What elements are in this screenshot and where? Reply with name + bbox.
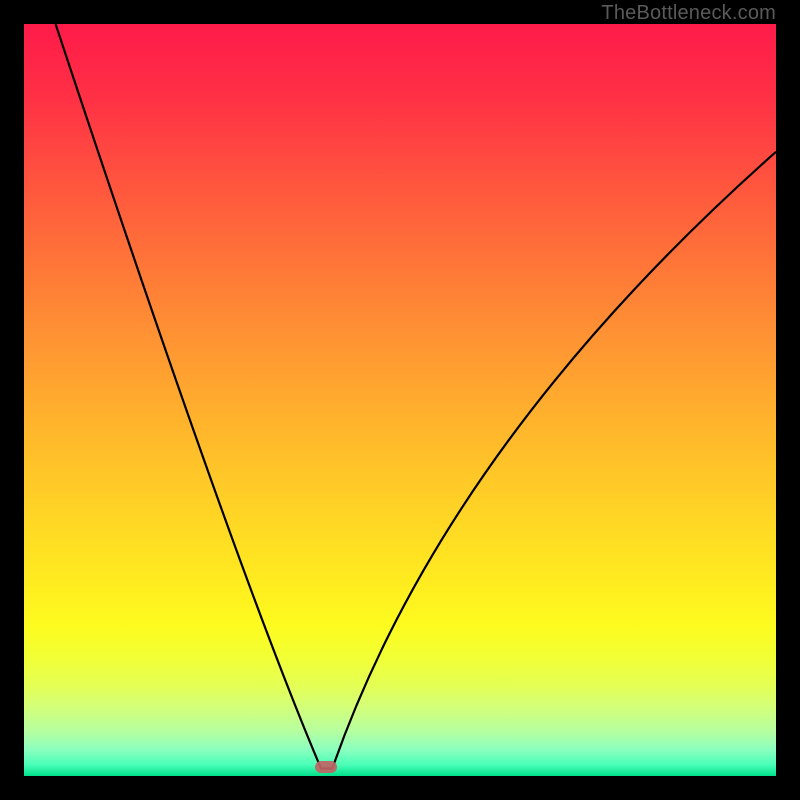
minimum-marker xyxy=(315,761,337,773)
watermark-text: TheBottleneck.com xyxy=(601,2,776,25)
gradient-background xyxy=(24,24,776,776)
plot-area xyxy=(24,24,776,776)
